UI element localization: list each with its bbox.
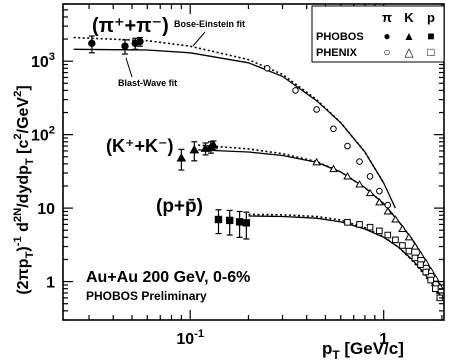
data-point [313, 106, 320, 113]
fit-curve [248, 215, 443, 299]
legend-col-pi: π [382, 10, 392, 25]
svg-text:(2πpT)-1 d2N/dydpT [c2/GeV2]: (2πpT)-1 d2N/dydpT [c2/GeV2] [12, 85, 36, 294]
data-point [263, 64, 271, 72]
y-axis-title: (2πpT)-1 d2N/dydpT [c2/GeV2] [12, 85, 36, 294]
legend-row-phenix: PHENIX [316, 47, 358, 59]
legend-box [311, 5, 445, 63]
blast-wave-label: Blast-Wave fit [118, 78, 177, 88]
plot-frame [62, 3, 445, 321]
data-point [427, 276, 435, 284]
collision-system-label: Au+Au 200 GeV, 0-6% [86, 269, 250, 286]
legend-phobos-p-symbol: ■ [427, 29, 434, 43]
blast-wave-arrow [125, 57, 133, 78]
data-point [432, 285, 439, 293]
kaon-label: (K⁺+K⁻) [106, 136, 174, 156]
data-point [343, 172, 352, 180]
data-point [417, 261, 424, 268]
data-point [226, 216, 234, 225]
data-point [392, 236, 399, 244]
fit-curve [248, 213, 443, 302]
y-tick-label: 10 [37, 201, 55, 218]
data-point [405, 247, 413, 255]
data-point [375, 197, 384, 206]
data-point [312, 157, 321, 166]
y-tick-label: 103 [31, 51, 55, 71]
data-point [292, 87, 299, 94]
data-point [398, 224, 407, 233]
legend-col-k: K [404, 10, 414, 25]
proton-label: (p+p̄) [156, 196, 203, 217]
data-point [383, 207, 393, 215]
data-point [384, 231, 392, 239]
data-point [356, 221, 363, 228]
x-tick-label: 1 [379, 331, 388, 348]
data-point [355, 180, 364, 188]
data-point [421, 258, 431, 266]
data-point [356, 158, 363, 165]
preliminary-label: PHOBOS Preliminary [86, 289, 207, 303]
legend-row-phobos: PHOBOS [316, 31, 364, 43]
data-point [410, 242, 420, 250]
pion-label: (π⁺+π⁻) [92, 15, 169, 37]
bose-einstein-label: Bose-Einstein fit [174, 19, 245, 29]
legend-phobos-k-symbol: ▲ [403, 29, 415, 43]
axes: 1 10 102 103 10-1 1 [31, 3, 444, 348]
data-point [330, 125, 337, 133]
data-point [366, 173, 374, 180]
data-point [344, 142, 351, 150]
data-point [242, 219, 251, 227]
data-point [208, 140, 219, 149]
data-point [214, 215, 223, 224]
data-point [416, 250, 425, 259]
svg-text:pT [GeV/c]: pT [GeV/c] [322, 339, 404, 362]
data-point [344, 219, 351, 226]
legend-phobos-pi-symbol: ● [383, 29, 390, 43]
data-point [235, 218, 244, 226]
legend-col-p: p [427, 10, 435, 25]
legend-phenix-k-symbol: △ [404, 45, 414, 59]
data-point [176, 153, 187, 162]
data-point [404, 232, 414, 241]
data-point [189, 144, 200, 154]
y-tick-label: 102 [31, 125, 55, 145]
data-point [365, 188, 375, 197]
data-point [376, 187, 383, 195]
legend-phenix-pi-symbol: ○ [383, 45, 390, 59]
x-axis-title: pT [GeV/c] [322, 339, 404, 362]
data-point [422, 268, 430, 276]
x-tick-label: 10-1 [176, 328, 204, 348]
data-point [399, 242, 406, 249]
data-point [376, 227, 383, 235]
data-point [366, 223, 374, 231]
data-point [411, 254, 419, 262]
fit-curve [73, 48, 396, 209]
legend: π K p PHOBOS ● ▲ ■ PHENIX ○ △ □ [311, 5, 445, 63]
fit-curve [198, 149, 443, 290]
data-point [88, 39, 96, 48]
data-point [384, 201, 392, 209]
data-point [391, 215, 400, 223]
data-point [329, 164, 338, 173]
data-point [136, 37, 144, 46]
data-point [121, 42, 129, 50]
fit-curve [198, 144, 424, 257]
fit-curves [73, 36, 443, 302]
y-tick-label: 1 [46, 275, 55, 292]
legend-phenix-p-symbol: □ [427, 45, 434, 59]
bose-einstein-arrow [192, 31, 206, 47]
data-points [88, 35, 445, 302]
